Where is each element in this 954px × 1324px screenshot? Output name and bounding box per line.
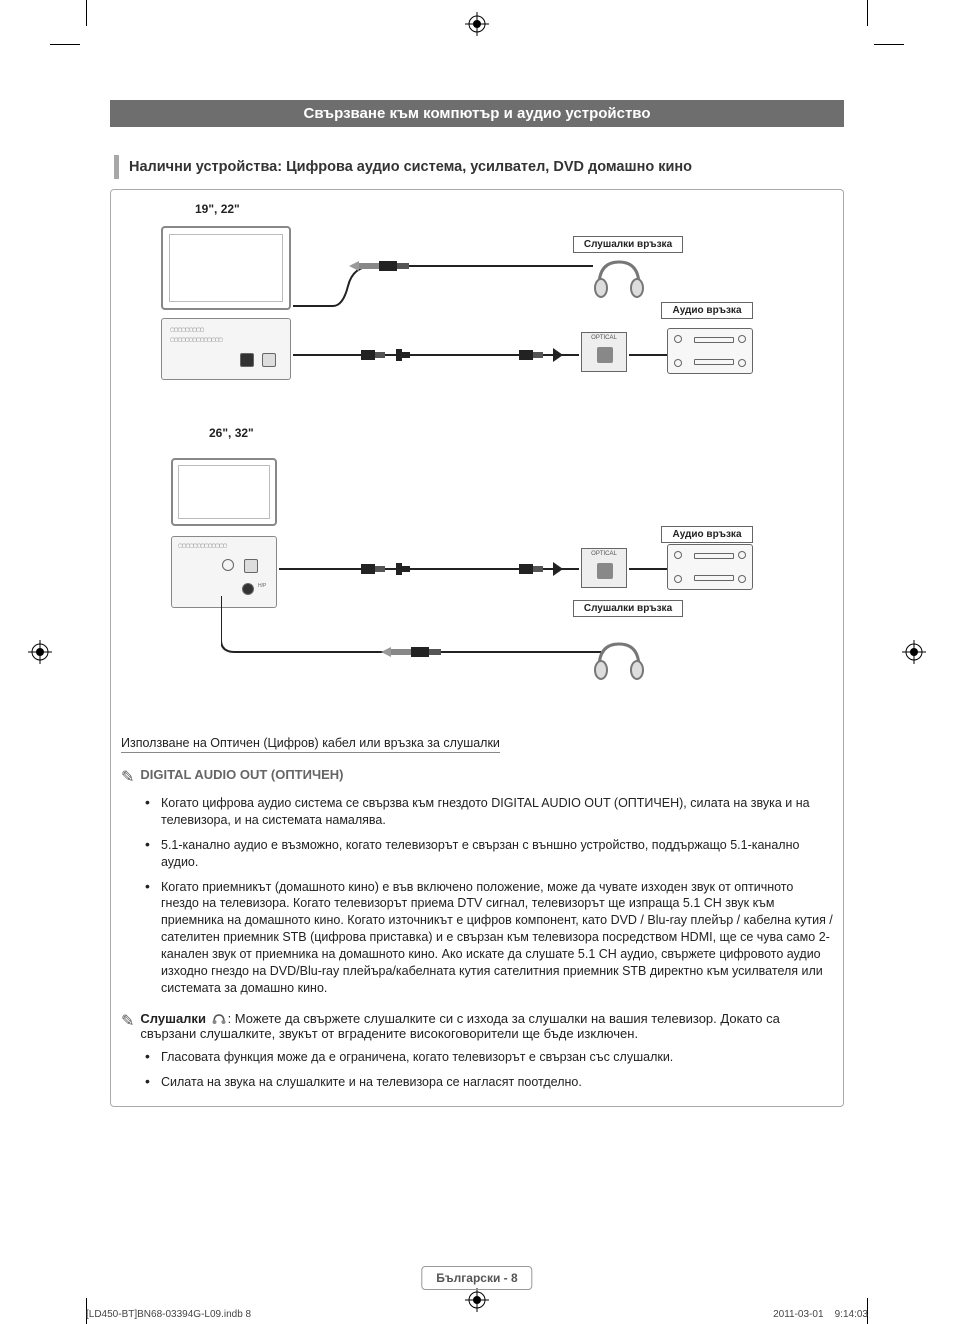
cable-line-icon <box>629 354 667 356</box>
bullet-text: Когато цифрова аудио система се свързва … <box>161 796 810 827</box>
bullet-text: Гласовата функция може да е ограничена, … <box>161 1050 673 1064</box>
note-icon: ✎ <box>121 767 134 787</box>
audio-connection-label: Аудио връзка <box>661 302 753 319</box>
cable-line-icon <box>293 246 613 316</box>
optical-plug-icon <box>519 346 579 364</box>
bullet-list-2: Гласовата функция може да е ограничена, … <box>121 1049 833 1091</box>
diagram-group2: ▢▢▢▢▢▢▢▢▢▢▢▢▢ H/P Аудио връзка OPTICAL <box>121 440 833 730</box>
audio-device-icon <box>667 328 753 374</box>
page-number-badge: Български - 8 <box>421 1266 532 1290</box>
subheader-text: Налични устройства: Цифрова аудио систем… <box>129 159 692 175</box>
crop-mark <box>86 0 87 26</box>
diagram-group1-label: 19", 22" <box>195 202 833 216</box>
bullet-item: Когато цифрова аудио система се свързва … <box>145 795 833 829</box>
tv-back-panel-icon: ▢▢▢▢▢▢▢▢▢ ▢▢▢▢▢▢▢▢▢▢▢▢▢▢ <box>161 318 291 380</box>
note-headphones: ✎ Слушалки : Можете да свържете слушалки… <box>121 1011 833 1041</box>
section-subheader: Налични устройства: Цифрова аудио систем… <box>114 155 844 179</box>
diagram-container: 19", 22" ▢▢▢▢▢▢▢▢▢ ▢▢▢▢▢▢▢▢▢▢▢▢▢▢ Слушал… <box>110 189 844 1107</box>
headphones-icon <box>591 256 647 300</box>
note-icon: ✎ <box>121 1011 134 1031</box>
cable-line-icon <box>629 568 667 570</box>
optical-plug-icon <box>519 560 579 578</box>
crop-mark <box>50 44 80 45</box>
bullet-item: 5.1-канално аудио е възможно, когато тел… <box>145 837 833 871</box>
bullet-list-1: Когато цифрова аудио система се свързва … <box>121 795 833 997</box>
tv-icon <box>161 226 291 310</box>
optical-plug-icon <box>361 346 411 364</box>
optical-port-icon: OPTICAL <box>581 548 627 588</box>
optical-plug-icon <box>361 560 411 578</box>
registration-mark-icon <box>465 1288 489 1312</box>
bullet-text: Когато приемникът (домашното кино) е във… <box>161 880 833 995</box>
audio-device-icon <box>667 544 753 590</box>
section-header-bar: Свързване към компютър и аудио устройств… <box>110 100 844 127</box>
optical-port-icon: OPTICAL <box>581 332 627 372</box>
crop-mark <box>867 0 868 26</box>
note-title: DIGITAL AUDIO OUT (ОПТИЧЕН) <box>140 767 343 787</box>
audio-connection-label: Аудио връзка <box>661 526 753 543</box>
registration-mark-icon <box>28 640 52 664</box>
note-digital-out: ✎ DIGITAL AUDIO OUT (ОПТИЧЕН) <box>121 767 833 787</box>
bullet-text: 5.1-канално аудио е възможно, когато тел… <box>161 838 799 869</box>
print-footer-left: [LD450-BT]BN68-03394G-L09.indb 8 <box>86 1309 251 1320</box>
page-content: Свързване към компютър и аудио устройств… <box>110 100 844 1107</box>
crop-mark <box>874 44 904 45</box>
bullet-text: Силата на звука на слушалките и на телев… <box>161 1075 582 1089</box>
tv-icon <box>171 458 277 526</box>
headphones-desc: : Можете да свържете слушалките си с изх… <box>140 1011 779 1041</box>
registration-mark-icon <box>902 640 926 664</box>
subheader-marker <box>114 155 119 179</box>
headphones-icon <box>591 638 647 682</box>
headphones-label: Слушалки <box>140 1011 206 1026</box>
bullet-item: Гласовата функция може да е ограничена, … <box>145 1049 833 1066</box>
jack-plug-icon <box>381 644 441 660</box>
diagram-group1: ▢▢▢▢▢▢▢▢▢ ▢▢▢▢▢▢▢▢▢▢▢▢▢▢ Слушалки връзка <box>121 216 833 416</box>
optical-port-label: OPTICAL <box>582 551 626 557</box>
optical-port-label: OPTICAL <box>582 335 626 341</box>
jack-plug-icon <box>349 258 409 274</box>
note-headphones-text: Слушалки : Можете да свържете слушалките… <box>140 1011 833 1041</box>
bullet-item: Силата на звука на слушалките и на телев… <box>145 1074 833 1091</box>
registration-mark-icon <box>465 12 489 36</box>
print-footer-right: 2011-03-01 9:14:03 <box>773 1309 868 1320</box>
diagram-group2-label: 26", 32" <box>209 426 833 440</box>
diagram-caption: Използване на Оптичен (Цифров) кабел или… <box>121 736 500 753</box>
cable-line-icon <box>221 590 621 680</box>
bullet-item: Когато приемникът (домашното кино) е във… <box>145 879 833 997</box>
headphones-icon <box>212 1013 226 1025</box>
